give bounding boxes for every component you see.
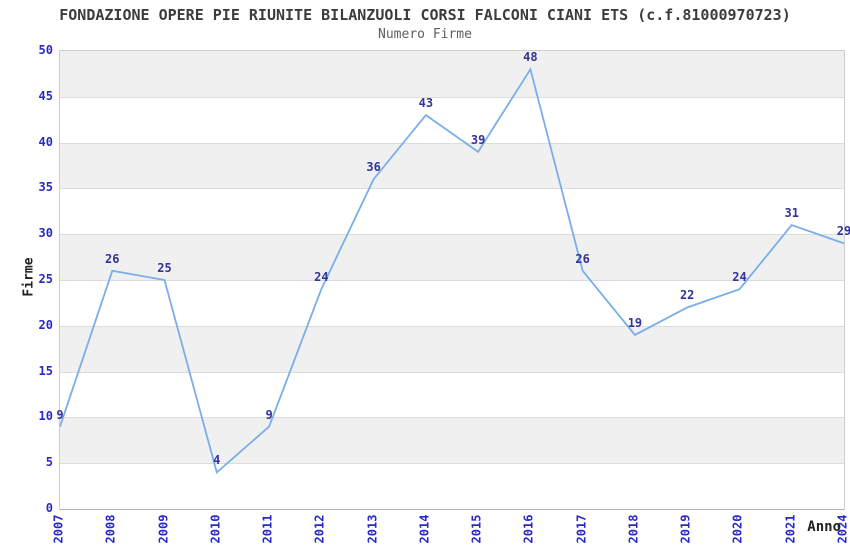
gridline (60, 97, 844, 98)
x-tick-label: 2010 (208, 514, 223, 544)
x-tick-label: 2021 (783, 514, 798, 544)
x-tick-label: 2007 (51, 514, 66, 544)
gridline (60, 463, 844, 464)
x-tick-label: 2013 (365, 514, 380, 544)
gridline (60, 326, 844, 327)
y-tick-label: 45 (38, 88, 53, 103)
data-point-label: 9 (265, 407, 273, 422)
x-tick-label: 2011 (260, 514, 275, 544)
gridline (60, 234, 844, 235)
y-tick-label: 10 (38, 409, 53, 424)
data-point-label: 24 (314, 270, 329, 285)
gridline (60, 372, 844, 373)
y-tick-label: 50 (38, 43, 53, 57)
y-tick-label: 15 (38, 363, 53, 378)
data-point-label: 22 (679, 288, 695, 303)
gridline (60, 143, 844, 144)
data-point-label: 4 (213, 453, 221, 468)
plot-area: 9 26 25 4 9 24 36 43 39 48 26 19 22 24 31 29 (56, 50, 850, 510)
gridline (60, 417, 844, 418)
data-point-label: 29 (836, 224, 850, 239)
x-tick-label: 2015 (469, 514, 484, 544)
chart-title: FONDAZIONE OPERE PIE RIUNITE BILANZUOLI … (59, 6, 791, 24)
data-point-label: 25 (157, 261, 172, 275)
data-point-label: 39 (470, 132, 486, 147)
x-tick-label: 2014 (417, 514, 432, 544)
plot-band (60, 325, 844, 372)
x-tick-label: 2016 (521, 514, 536, 544)
plot-band (60, 51, 844, 97)
x-tick-label: 2009 (156, 514, 171, 544)
y-tick-label: 0 (45, 501, 53, 515)
data-point-label: 48 (523, 50, 538, 65)
x-tick-label: 2012 (312, 514, 327, 544)
y-tick-label: 5 (45, 455, 53, 470)
data-point-label: 9 (56, 407, 64, 422)
data-point-label: 24 (732, 270, 747, 285)
data-point-label: 36 (366, 160, 381, 175)
x-tick-label: 2020 (730, 514, 745, 544)
y-tick-label: 35 (38, 180, 53, 195)
chart-subtitle: Numero Firme (378, 27, 472, 42)
data-point-label: 31 (784, 206, 799, 221)
x-tick-label: 2018 (626, 514, 641, 544)
plot-band (60, 234, 844, 280)
x-axis-title: Anno (807, 519, 841, 535)
y-tick-label: 20 (38, 317, 53, 332)
plot-band (60, 142, 844, 189)
y-tick-label: 30 (38, 226, 53, 241)
y-tick-label: 40 (38, 134, 53, 149)
data-point-label: 26 (105, 251, 120, 266)
x-tick-label: 2017 (574, 514, 589, 544)
y-tick-label: 25 (38, 272, 53, 286)
data-point-label: 19 (627, 315, 643, 330)
gridline (60, 280, 844, 281)
x-tick-label: 2019 (678, 514, 693, 544)
gridline (60, 188, 844, 189)
data-point-label: 43 (418, 96, 434, 111)
data-point-label: 26 (575, 251, 590, 266)
x-tick-label: 2008 (103, 514, 118, 544)
series-line (59, 67, 845, 475)
plot-band (60, 417, 844, 464)
